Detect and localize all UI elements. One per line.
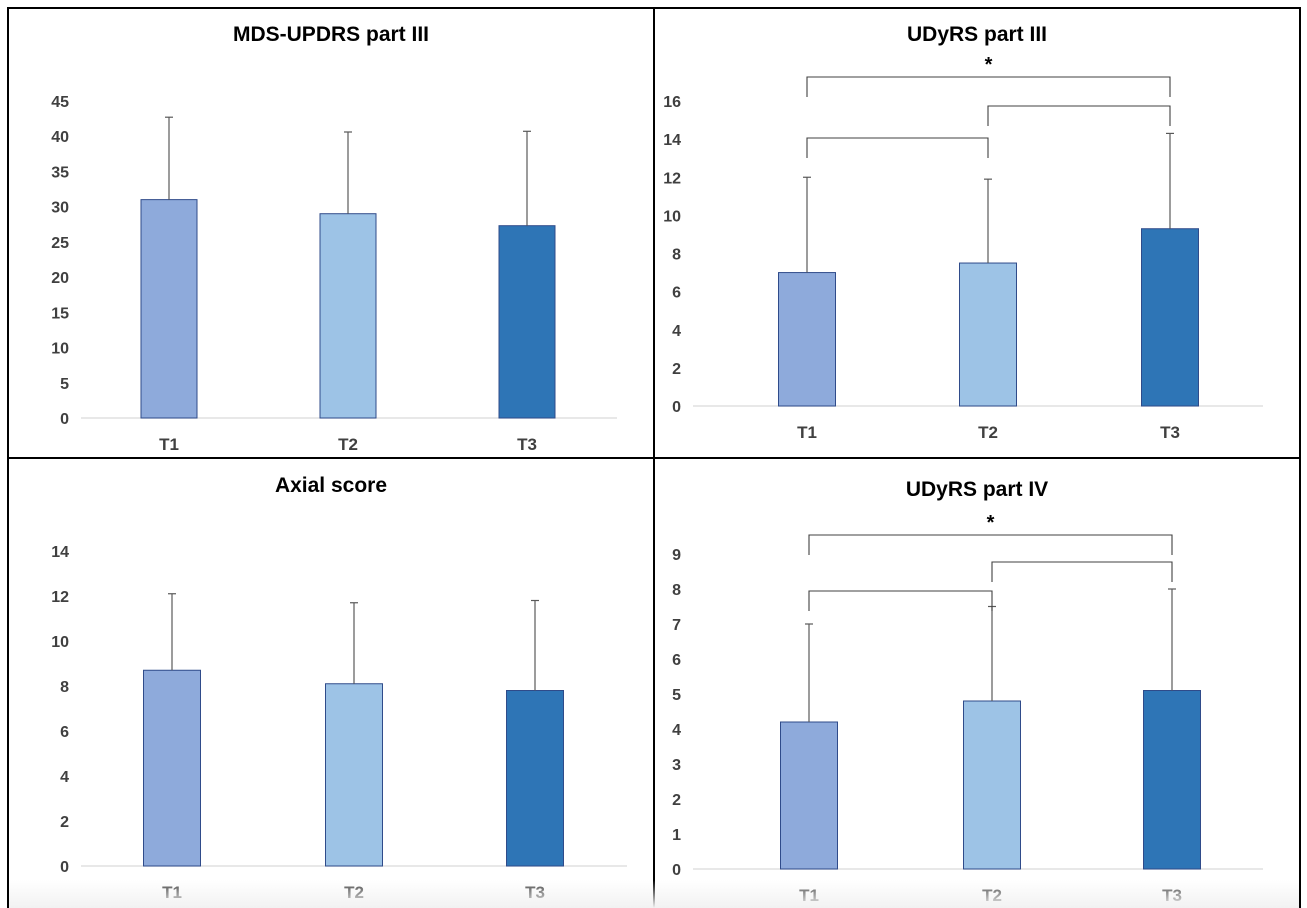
y-tick-label: 9 [672,547,681,564]
y-tick-label: 3 [672,757,681,774]
x-tick-label: T2 [978,423,998,442]
significance-asterisk: * [985,54,993,76]
y-tick-label: 25 [51,235,69,252]
y-tick-label: 0 [60,411,69,428]
y-tick-label: 10 [51,634,69,651]
bar-t3 [506,690,564,867]
y-tick-label: 16 [663,94,681,111]
bar-t1 [143,669,201,867]
x-tick-label: T1 [797,423,817,442]
y-tick-label: 10 [51,341,69,358]
y-tick-label: 0 [672,399,681,416]
significance-bracket [806,137,989,158]
y-tick-label: 7 [672,617,681,634]
bar-t3 [1143,690,1201,870]
bar-t2 [963,700,1021,870]
horizontal-divider [7,457,1301,459]
y-tick-label: 2 [60,814,69,831]
x-tick-label: T1 [159,435,179,454]
y-tick-label: 2 [672,792,681,809]
y-tick-label: 30 [51,200,69,217]
bar-t3 [1141,228,1199,407]
y-tick-label: 15 [51,305,69,322]
y-tick-label: 0 [60,859,69,876]
y-tick-label: 20 [51,270,69,287]
x-tick-label: T3 [1160,423,1180,442]
chart-title: Axial score [274,474,388,497]
chart-title: MDS-UPDRS part III [232,23,429,46]
chart-plot: 0123456789T1T2T3* [672,512,1263,905]
significance-bracket [987,105,1171,126]
y-tick-label: 6 [672,285,681,302]
y-tick-label: 4 [672,323,681,340]
chart-title: UDyRS part III [906,23,1048,46]
y-tick-label: 1 [672,827,681,844]
y-tick-label: 35 [51,164,69,181]
bar-t2 [325,683,383,867]
y-tick-label: 12 [51,589,69,606]
significance-bracket [808,590,993,611]
y-tick-label: 12 [663,170,681,187]
chart-panel-udyrs-part-iii: UDyRS part III 0 2 4 6 8 10 12 14 16 T1 T2 T3 * [655,9,1299,457]
significance-bracket [806,76,1171,97]
y-tick-label: 8 [672,247,681,264]
y-tick-label: 10 [663,208,681,225]
y-tick-label: 14 [51,544,69,561]
bar-t2 [319,213,377,419]
bar-t1 [780,721,838,870]
y-tick-label: 6 [60,724,69,741]
chart-panel-udyrs-part-iv: UDyRS part IV 0123456789T1T2T3* [655,459,1299,908]
y-tick-label: 0 [672,862,681,879]
y-tick-label: 4 [60,769,69,786]
significance-bracket [808,534,1173,555]
chart-plot: 0 2 4 6 8 10 12 14 16 T1 T2 T3 * [663,54,1263,442]
y-tick-label: 2 [672,361,681,378]
chart-plot: 0 5 10 15 20 25 30 35 40 45 T1 T2 T3 [51,94,617,454]
significance-bracket [991,561,1173,582]
bar-t3 [498,225,556,419]
x-tick-label: T3 [517,435,537,454]
chart-panel-mds-updrs: MDS-UPDRS part III 0 5 10 15 20 25 30 35 40 45 T1 T… [9,9,653,457]
y-tick-label: 45 [51,94,69,111]
chart-plot: 02468101214T1T2T3 [51,544,627,902]
y-tick-label: 4 [672,722,681,739]
x-tick-label: T2 [338,435,358,454]
bar-t1 [778,272,836,407]
bottom-fade [9,880,1299,908]
y-tick-label: 5 [672,687,681,704]
chart-title: UDyRS part IV [905,478,1049,501]
y-tick-label: 40 [51,129,69,146]
bar-t1 [140,199,198,419]
bar-t2 [959,262,1017,407]
significance-asterisk: * [987,512,995,534]
y-tick-label: 5 [60,376,69,393]
chart-panel-axial-score: Axial score 02468101214T1T2T3 [9,459,653,908]
y-tick-label: 6 [672,652,681,669]
y-tick-label: 14 [663,132,681,149]
y-tick-label: 8 [672,582,681,599]
y-tick-label: 8 [60,679,69,696]
